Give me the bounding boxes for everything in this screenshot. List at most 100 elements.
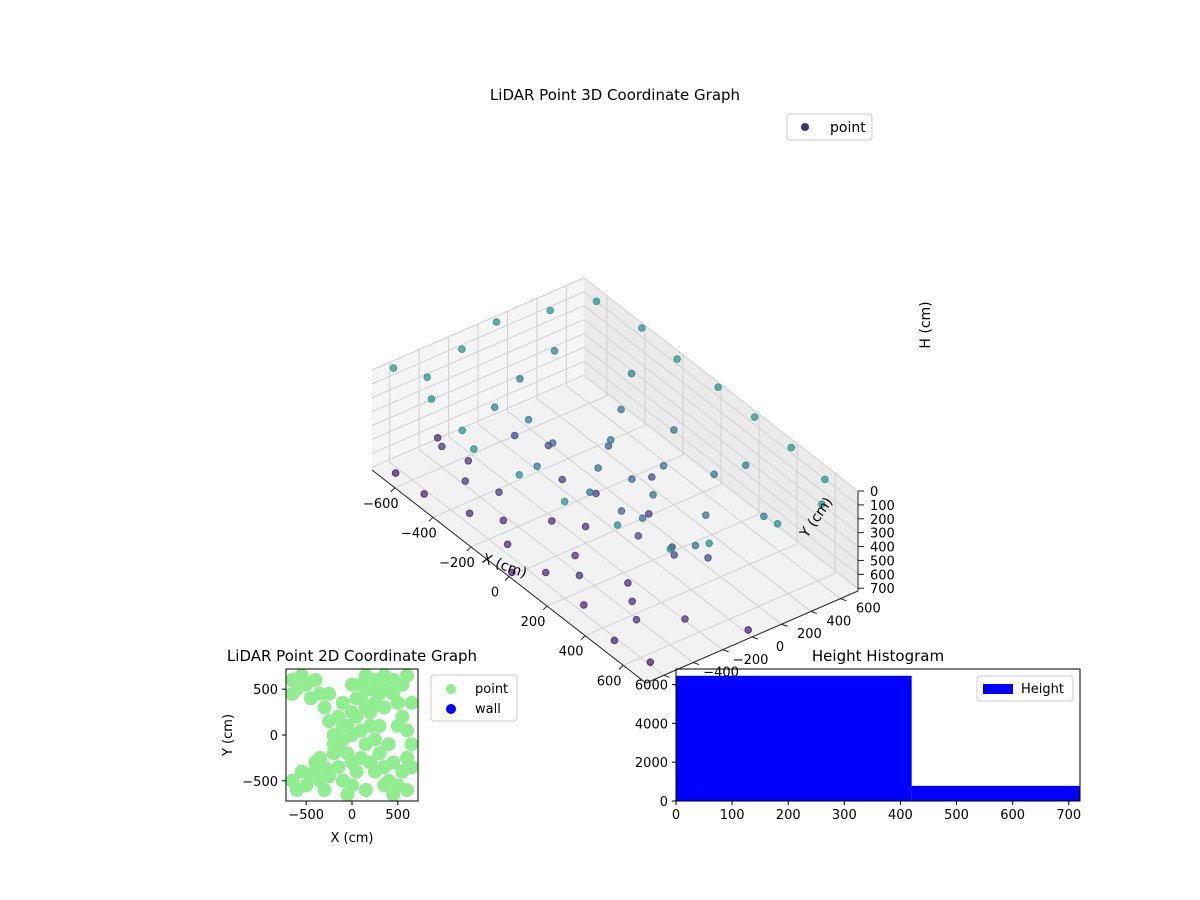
point-2d xyxy=(390,718,405,733)
grid-line xyxy=(583,291,859,506)
point-3d xyxy=(610,636,619,645)
grid-line xyxy=(583,333,859,547)
legend-3d: point xyxy=(786,113,873,141)
grid-line xyxy=(448,436,723,651)
point-3d xyxy=(702,511,710,520)
grid-line xyxy=(371,333,585,427)
point-3d xyxy=(423,373,432,382)
point-3d xyxy=(594,464,602,472)
point-2d xyxy=(308,673,323,687)
z-axis-label: H (cm) xyxy=(918,301,934,348)
grid-line xyxy=(583,374,859,589)
y-tick-label: 400 xyxy=(826,614,851,629)
legend-3d-label: point xyxy=(830,120,866,136)
point-3d xyxy=(634,532,643,540)
point-2d xyxy=(367,764,382,779)
chart-3d-title: LiDAR Point 3D Coordinate Graph xyxy=(490,86,740,104)
point-3d xyxy=(691,541,700,550)
point-2d xyxy=(372,718,387,733)
grid-line xyxy=(583,277,859,492)
point-3d xyxy=(646,658,655,667)
point-3d xyxy=(681,615,689,623)
z-tick-label: 500 xyxy=(870,554,895,569)
point-2d xyxy=(286,773,300,788)
z-tick-label: 200 xyxy=(870,513,895,528)
point-2d xyxy=(386,755,401,770)
point-3d xyxy=(465,509,474,518)
x-tick-label: 0 xyxy=(672,808,680,823)
point-2d xyxy=(322,686,337,701)
grid-line xyxy=(477,423,753,638)
y-tick-label: 600 xyxy=(856,602,881,617)
point-3d xyxy=(546,306,555,315)
point-2d xyxy=(404,737,418,752)
x-tick-label: 200 xyxy=(776,808,801,823)
x-tick xyxy=(504,576,510,581)
point-2d xyxy=(349,709,364,724)
legend-2d: point wall xyxy=(430,674,518,722)
y-tick-label: 4000 xyxy=(635,717,668,732)
point-2d xyxy=(286,686,300,701)
grid-line xyxy=(371,319,585,413)
point-3d xyxy=(516,375,524,383)
point-3d xyxy=(508,568,516,577)
z-tick-label: 600 xyxy=(870,568,895,583)
point-3d xyxy=(638,514,647,523)
point-3d xyxy=(427,395,436,403)
grid-line xyxy=(371,277,585,371)
point-3d xyxy=(433,434,442,442)
point-3d xyxy=(541,568,550,577)
z-tick-label: 700 xyxy=(870,582,895,597)
grid-line xyxy=(371,374,585,468)
chart-2d-y-label: Y (cm) xyxy=(221,714,236,757)
point-3d xyxy=(649,491,657,499)
histogram-ticks: 0 100 200 300 400 500 600 700 0 2000 4000 6000 xyxy=(635,679,1081,823)
point-3d xyxy=(787,443,796,452)
y-tick xyxy=(663,674,670,678)
scatter-3d-chart: LiDAR Point 3D Coordinate Graph −600−400… xyxy=(363,86,934,693)
chart-2d-title: LiDAR Point 2D Coordinate Graph xyxy=(227,647,477,665)
point-3d xyxy=(628,475,636,483)
point-3d xyxy=(624,579,632,587)
point-2d xyxy=(335,695,350,710)
legend-histogram-label: Height xyxy=(1021,682,1064,697)
legend-2d-point-marker xyxy=(446,684,456,694)
point-3d xyxy=(499,516,508,525)
point-3d xyxy=(617,507,626,515)
point-3d xyxy=(645,510,653,518)
point-2d xyxy=(400,669,414,683)
x-tick-label: 700 xyxy=(1056,808,1081,823)
x-tick xyxy=(390,487,396,493)
axes-grid xyxy=(371,277,859,676)
y-tick-label: 0 xyxy=(270,729,278,744)
point-3d xyxy=(558,475,567,484)
point-3d xyxy=(666,545,675,553)
histogram-bars xyxy=(676,675,1080,801)
x-tick xyxy=(466,546,472,552)
x-tick-label: 0 xyxy=(348,808,356,823)
point-2d xyxy=(363,705,378,720)
point-3d xyxy=(492,318,501,326)
grid-line xyxy=(583,305,859,520)
point-3d xyxy=(673,355,681,363)
grid-line xyxy=(371,360,585,454)
y-tick-label: 2000 xyxy=(635,756,668,771)
point-3d xyxy=(464,457,473,465)
point-2d xyxy=(340,787,355,801)
point-3d xyxy=(580,601,588,609)
point-3d xyxy=(744,626,753,634)
point-2d xyxy=(335,718,350,733)
legend-2d-wall-marker xyxy=(446,704,456,714)
histogram-bar xyxy=(911,785,1080,801)
x-tick xyxy=(428,516,434,522)
x-tick-label: −600 xyxy=(363,497,399,512)
point-3d xyxy=(503,540,512,549)
y-tick-label: −500 xyxy=(242,775,278,790)
grid-line xyxy=(566,385,841,600)
point-3d xyxy=(524,415,533,424)
point-2d xyxy=(335,773,350,788)
point-3d xyxy=(548,517,556,525)
point-3d xyxy=(461,477,470,485)
y-tick-label: 500 xyxy=(253,683,278,698)
legend-histogram-frame xyxy=(976,675,1074,702)
